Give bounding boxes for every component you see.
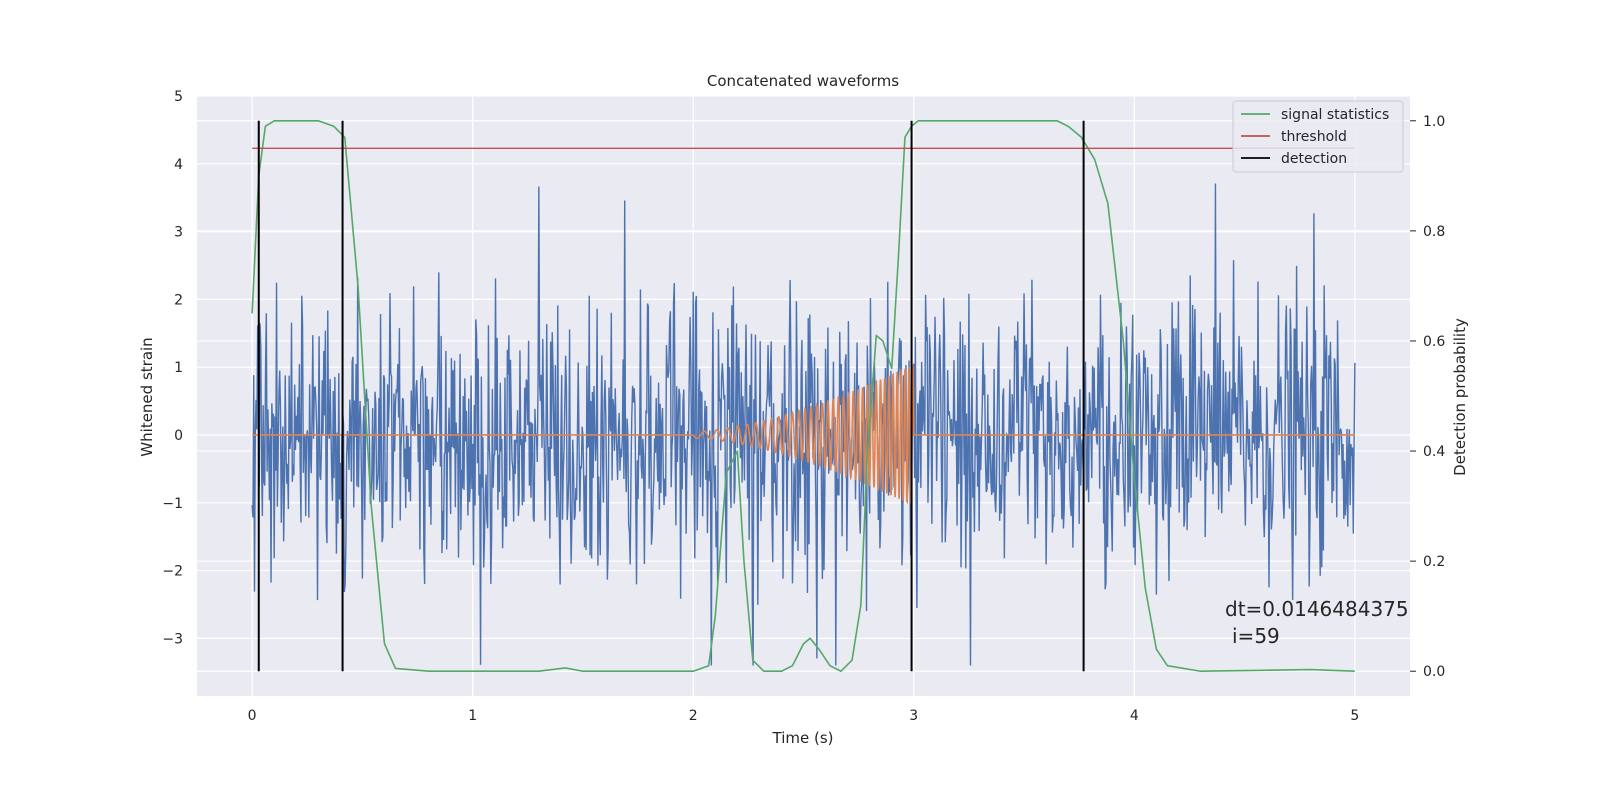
x-tick-label: 0 — [248, 708, 257, 724]
y-tick-label: −3 — [162, 631, 183, 647]
x-axis-ticks: 0 1 2 3 4 5 — [248, 708, 1360, 724]
legend-entry-detection: detection — [1281, 151, 1347, 167]
y-tick-label: 4 — [174, 157, 183, 173]
y-axis-ticks: −3 −2 −1 0 1 2 3 4 5 — [162, 89, 183, 647]
y-tick-label: 1 — [174, 360, 183, 376]
legend-entry-threshold: threshold — [1281, 129, 1347, 145]
y-tick-label: −1 — [162, 496, 183, 512]
legend: signal statistics threshold detection — [1232, 100, 1404, 173]
detection-lines — [257, 120, 1085, 672]
legend-entry-signal-statistics: signal statistics — [1281, 107, 1389, 123]
y2-axis-label: Detection probability — [1451, 318, 1469, 476]
y-tick-label: −2 — [162, 564, 183, 580]
y-tick-label: 3 — [174, 225, 183, 241]
x-tick-label: 4 — [1130, 708, 1139, 724]
x-tick-label: 3 — [909, 708, 918, 724]
waveform-series-line — [252, 364, 1355, 505]
chart-title: Concatenated waveforms — [707, 72, 899, 90]
y2-tick-label: 0.6 — [1423, 334, 1445, 350]
x-axis-label: Time (s) — [772, 729, 834, 747]
y2-tick-label: 0.8 — [1423, 224, 1445, 240]
x-tick-label: 5 — [1350, 708, 1359, 724]
y2-tick-label: 0.4 — [1423, 444, 1445, 460]
x-tick-label: 1 — [468, 708, 477, 724]
annotation-index: i=59 — [1232, 624, 1280, 648]
y-tick-label: 0 — [174, 428, 183, 444]
y2-axis-ticks: 0.0 0.2 0.4 0.6 0.8 1.0 — [1410, 114, 1445, 680]
x-tick-label: 2 — [689, 708, 698, 724]
y-axis-label: Whitened strain — [138, 337, 156, 456]
strain-series-line — [251, 183, 1356, 666]
y2-tick-label: 0.0 — [1423, 664, 1445, 680]
y2-tick-label: 1.0 — [1423, 114, 1445, 130]
y-tick-label: 2 — [174, 292, 183, 308]
y-tick-label: 5 — [174, 89, 183, 105]
annotation-dt: dt=0.0146484375 — [1225, 597, 1409, 621]
y2-tick-label: 0.2 — [1423, 554, 1445, 570]
